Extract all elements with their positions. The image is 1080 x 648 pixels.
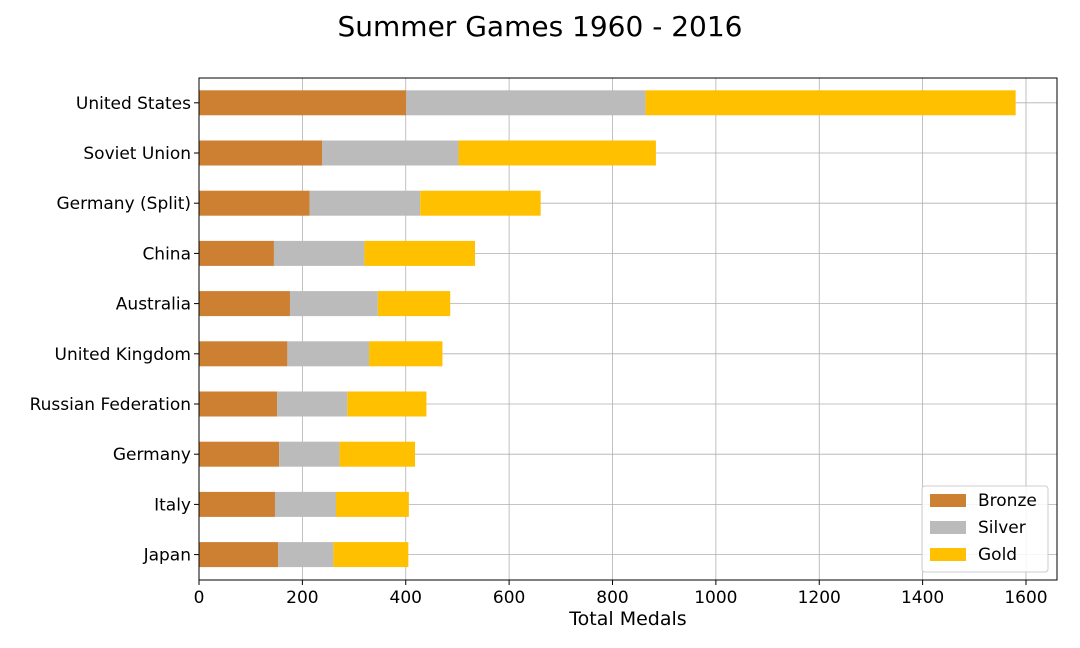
y-tick-label: Japan	[143, 546, 191, 566]
bar-silver-italy	[274, 491, 336, 517]
plot-frame	[198, 77, 1058, 581]
x-tick-label: 1600	[1004, 588, 1047, 608]
x-axis-title: Total Medals	[568, 608, 686, 630]
legend: Bronze Silver Gold	[921, 485, 1049, 573]
bar-bronze-germany-split	[199, 190, 310, 216]
y-tick-label: United Kingdom	[55, 345, 191, 365]
bars	[199, 90, 1016, 568]
bar-bronze-russian-federation	[199, 391, 278, 417]
bar-gold-united-kingdom	[369, 341, 443, 367]
y-tick-label: Italy	[154, 495, 191, 515]
chart-title: Summer Games 1960 - 2016	[338, 10, 743, 43]
bar-gold-russian-federation	[347, 391, 427, 417]
x-tick-label: 1200	[798, 588, 841, 608]
x-tick-label: 0	[194, 588, 205, 608]
y-tick-label: Russian Federation	[30, 395, 191, 415]
bar-gold-china	[364, 240, 476, 266]
bar-silver-germany-split	[309, 190, 421, 216]
x-tick-label: 600	[493, 588, 525, 608]
bar-silver-japan	[278, 542, 334, 568]
y-axis: United States Soviet Union Germany (Split)…	[30, 94, 199, 566]
legend-label-silver: Silver	[978, 518, 1026, 538]
bar-gold-italy	[335, 491, 409, 517]
bar-silver-australia	[289, 291, 378, 317]
legend-swatch-bronze	[930, 494, 966, 507]
bar-silver-russian-federation	[277, 391, 348, 417]
bar-gold-united-states	[645, 90, 1016, 116]
x-tick-label: 800	[596, 588, 628, 608]
y-tick-label: Germany (Split)	[57, 194, 192, 214]
bar-gold-soviet-union	[458, 140, 656, 166]
bar-gold-germany	[339, 441, 416, 467]
x-tick-label: 200	[286, 588, 318, 608]
x-tick-label: 400	[390, 588, 422, 608]
bar-silver-united-kingdom	[287, 341, 370, 367]
bar-bronze-italy	[199, 491, 275, 517]
bar-silver-united-states	[406, 90, 646, 116]
bar-silver-soviet-union	[322, 140, 459, 166]
x-tick-label: 1000	[694, 588, 737, 608]
bar-bronze-china	[199, 240, 274, 266]
y-tick-label: China	[142, 244, 191, 264]
bar-bronze-united-kingdom	[199, 341, 288, 367]
x-tick-label: 1400	[901, 588, 944, 608]
bar-silver-china	[273, 240, 365, 266]
legend-label-gold: Gold	[978, 545, 1017, 565]
y-tick-label: Australia	[116, 295, 191, 315]
bar-bronze-japan	[199, 542, 279, 568]
bar-gold-germany-split	[420, 190, 541, 216]
legend-label-bronze: Bronze	[978, 491, 1037, 511]
y-tick-label: Soviet Union	[83, 144, 191, 164]
legend-swatch-gold	[930, 548, 966, 561]
bar-gold-japan	[333, 542, 409, 568]
x-axis: 0 200 400 600 800 1000 1200 1400 1600	[194, 580, 1048, 608]
y-tick-label: United States	[76, 94, 191, 114]
bar-silver-germany	[279, 441, 340, 467]
y-tick-label: Germany	[113, 445, 191, 465]
bar-bronze-germany	[199, 441, 280, 467]
bar-bronze-australia	[199, 291, 290, 317]
bar-bronze-soviet-union	[199, 140, 323, 166]
bar-gold-australia	[377, 291, 451, 317]
legend-swatch-silver	[930, 521, 966, 534]
bar-bronze-united-states	[199, 90, 407, 116]
